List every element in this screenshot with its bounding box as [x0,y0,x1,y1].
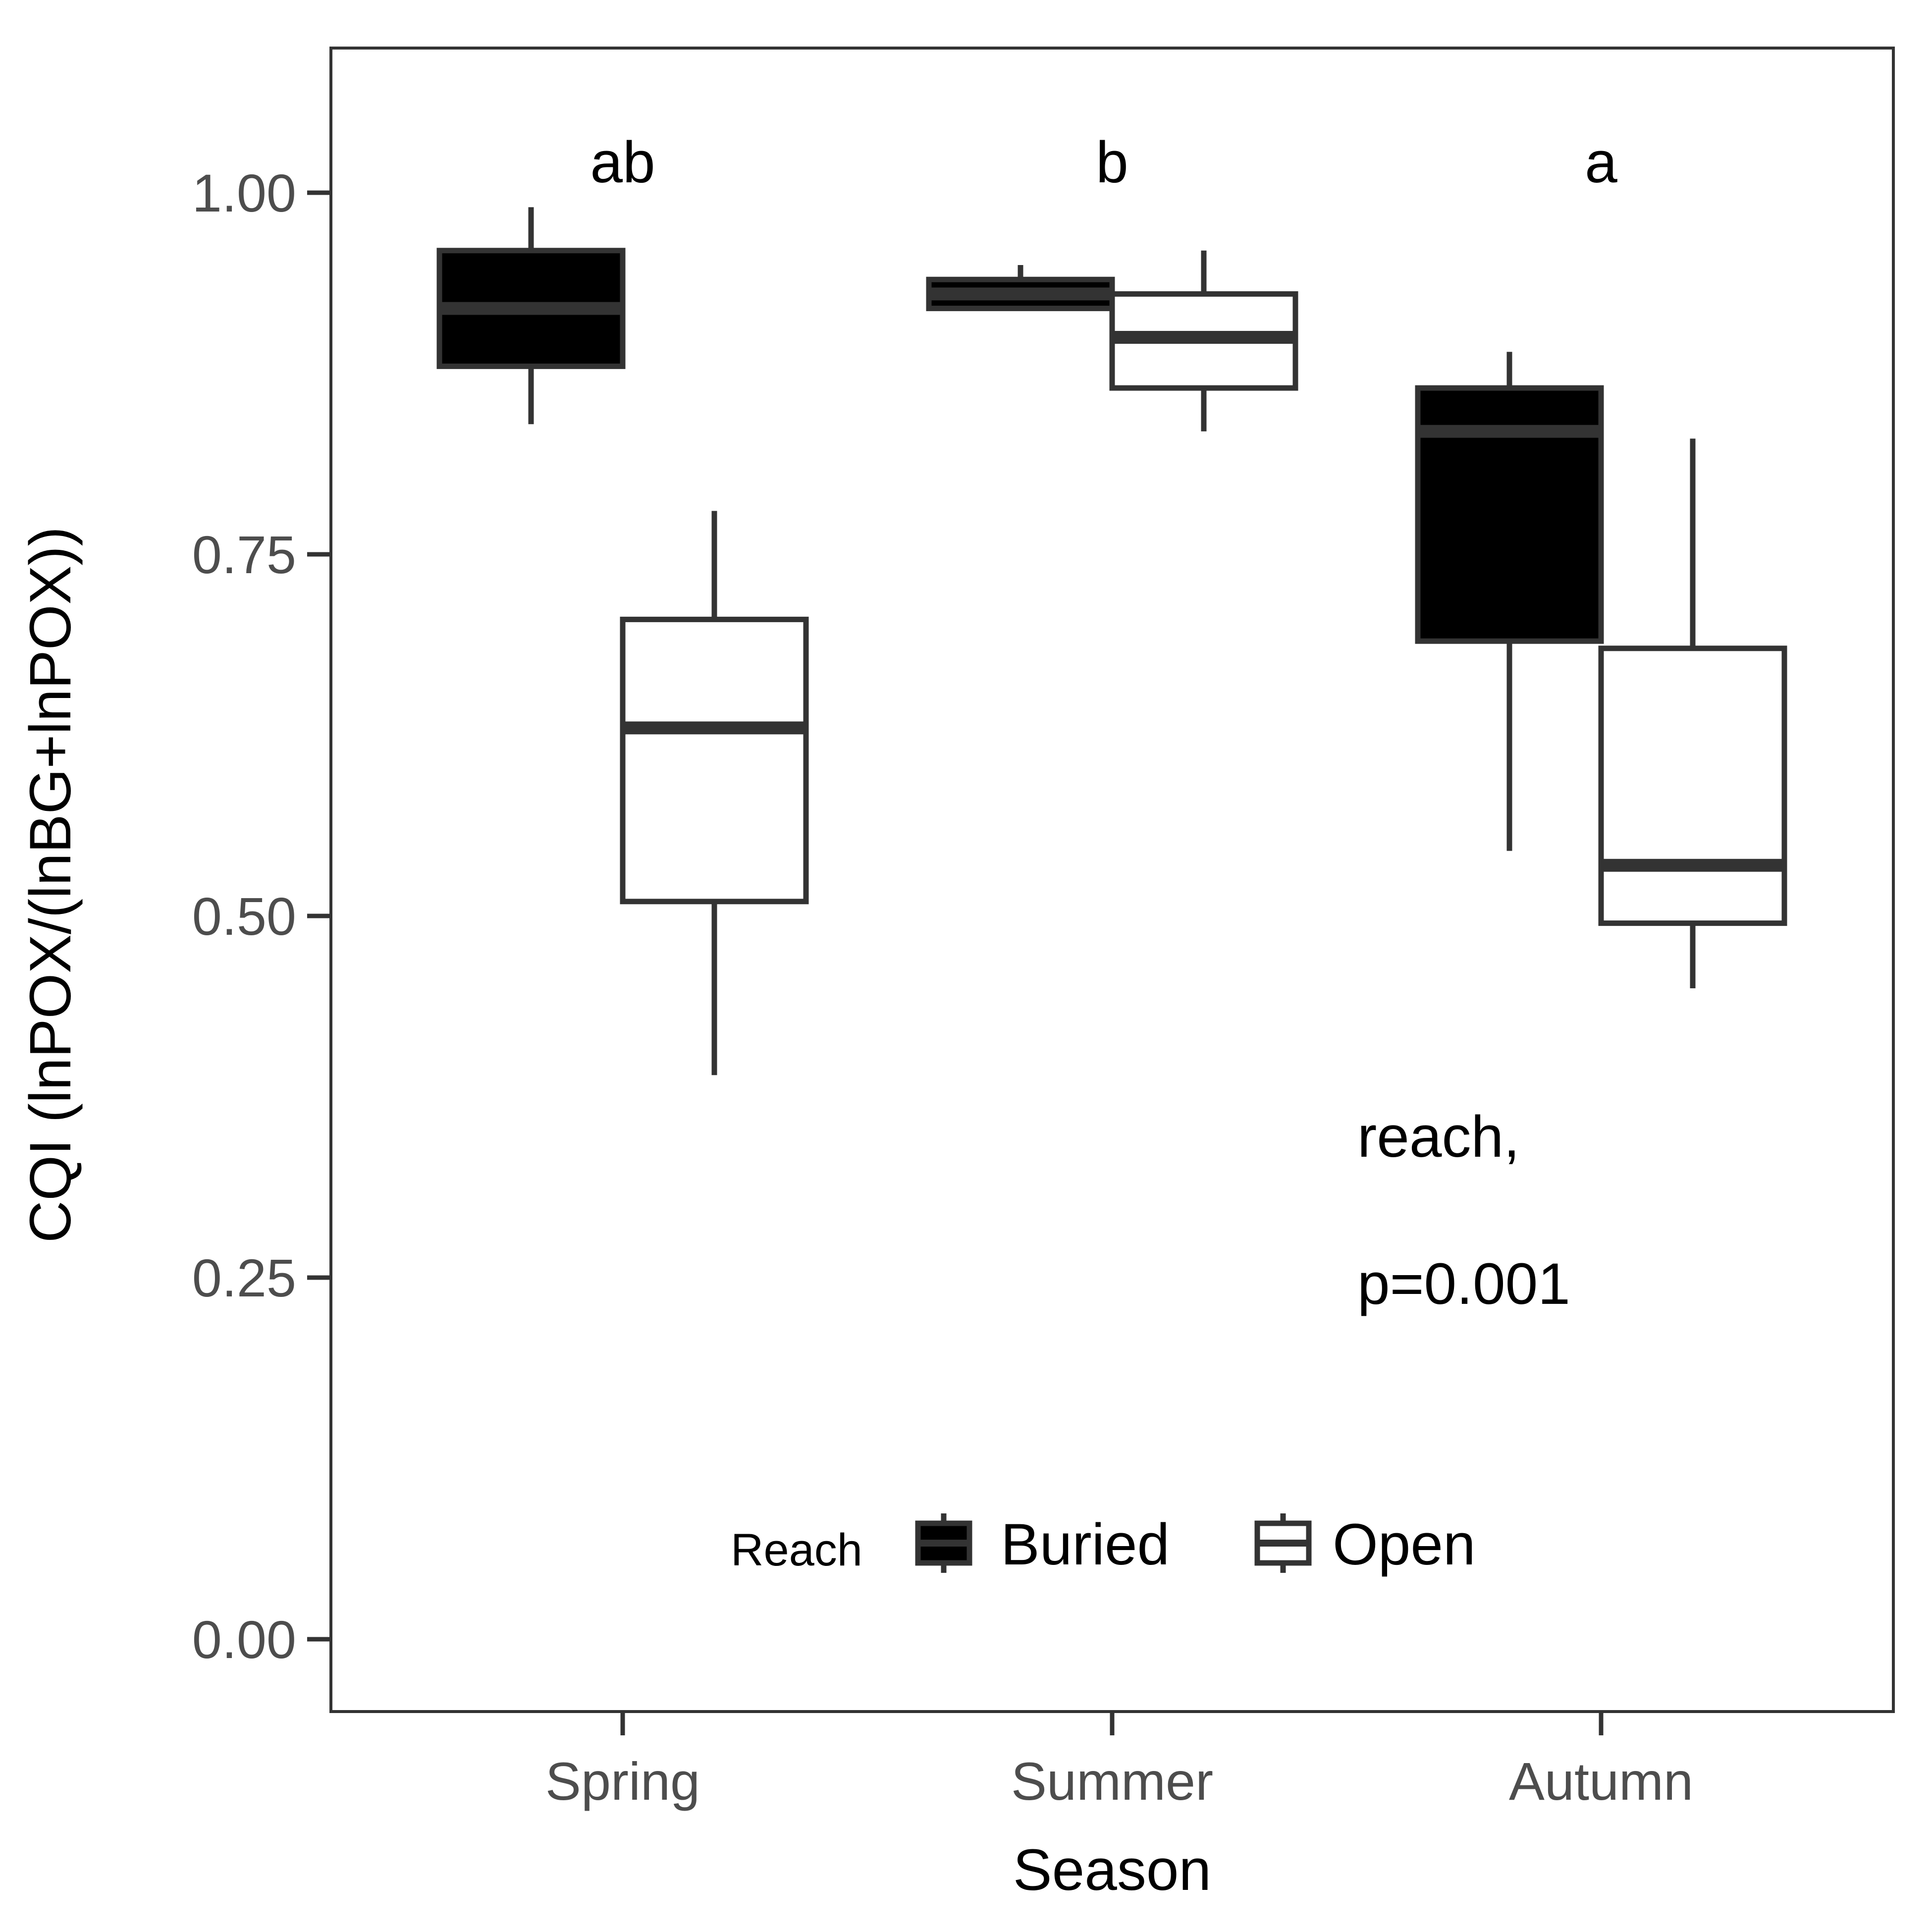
x-tick-label: Spring [545,1751,700,1811]
x-axis: Spring Summer Autumn [545,1712,1693,1811]
x-axis-title: Season [1013,1837,1211,1903]
legend-label-open: Open [1333,1512,1476,1577]
box-buried-autumn [1415,352,1604,851]
box-buried-spring [436,207,626,425]
box-open-autumn [1598,438,1787,988]
legend: Reach Buried Open [731,1512,1476,1577]
boxplots [436,207,1787,1075]
y-tick-label: 1.00 [192,163,296,223]
box-open-summer [1109,250,1298,431]
x-tick-label: Autumn [1509,1751,1693,1811]
group-letter: ab [590,130,655,195]
annotation-line-1: reach, [1357,1104,1520,1170]
group-letter: b [1096,130,1128,195]
box-open-spring [620,511,809,1075]
y-tick-label: 0.00 [192,1610,296,1669]
group-letters: ab b a [590,130,1617,195]
legend-title: Reach [731,1525,862,1575]
group-letter: a [1585,130,1617,195]
x-tick-label: Summer [1011,1751,1213,1811]
legend-key-buried [915,1513,972,1573]
y-tick-label: 0.50 [192,886,296,946]
y-tick-label: 0.75 [192,525,296,585]
y-tick-label: 0.25 [192,1248,296,1308]
y-axis-title: CQI (lnPOX/(lnBG+lnPOX)) [18,527,83,1243]
y-axis: 0.00 0.25 0.50 0.75 1.00 [192,163,331,1669]
box-buried-summer [926,265,1115,312]
box-iqr [1598,645,1787,926]
annotation-line-2: p=0.001 [1357,1251,1570,1317]
box-iqr [620,616,809,905]
legend-key-open [1254,1513,1312,1573]
legend-label-buried: Buried [1001,1512,1170,1577]
